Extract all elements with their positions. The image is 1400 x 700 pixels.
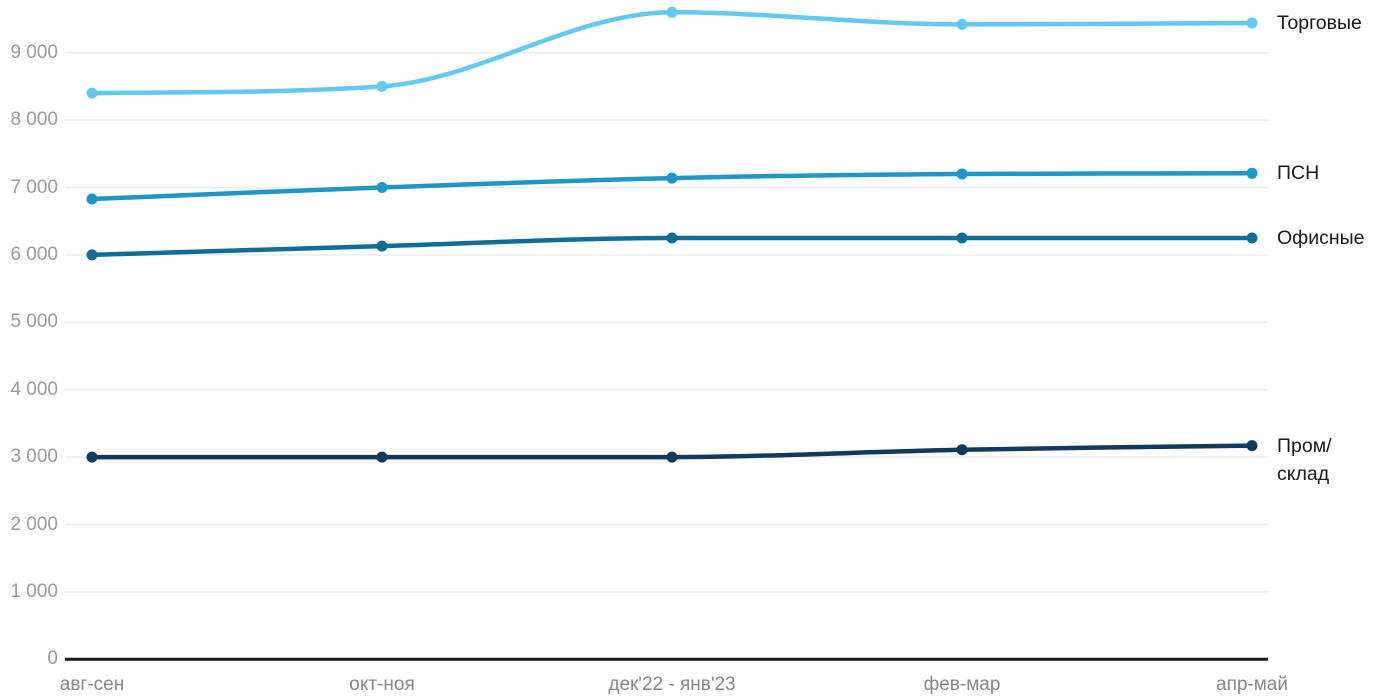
series-label-torgovye: Торговые <box>1277 12 1362 35</box>
y-tick-label: 2 000 <box>10 513 58 535</box>
data-point <box>376 80 388 92</box>
x-tick-label: окт-ноя <box>349 674 415 695</box>
y-tick-label: 9 000 <box>10 41 58 63</box>
y-tick-label: 7 000 <box>10 176 58 198</box>
data-point <box>1246 17 1258 29</box>
y-tick-label: 6 000 <box>10 243 58 265</box>
data-point <box>1246 167 1258 179</box>
y-tick-label: 1 000 <box>10 580 58 602</box>
data-point <box>376 182 388 193</box>
data-point <box>666 232 678 244</box>
y-tick-label: 0 <box>47 648 58 670</box>
data-point <box>376 451 388 463</box>
data-point <box>1246 232 1258 244</box>
data-point <box>1246 440 1258 452</box>
x-tick-label: фев-мар <box>923 674 1001 695</box>
x-tick-label: апр-май <box>1216 674 1288 695</box>
data-point <box>86 87 98 99</box>
data-point <box>666 451 678 463</box>
data-point <box>666 6 678 18</box>
y-tick-label: 3 000 <box>10 446 58 468</box>
x-tick-label: дек'22 - янв'23 <box>608 674 736 695</box>
y-tick-label: 8 000 <box>10 109 58 131</box>
data-point <box>666 172 678 184</box>
series-label-prom-sklad: Пром/склад <box>1277 434 1332 485</box>
data-point <box>86 451 98 463</box>
y-tick-label: 4 000 <box>10 378 58 400</box>
data-point <box>956 232 968 244</box>
data-point <box>956 168 968 180</box>
x-tick-label: авг-сен <box>59 674 125 695</box>
y-tick-label: 5 000 <box>10 311 58 333</box>
data-point <box>956 444 968 456</box>
data-point <box>956 18 968 30</box>
series-label-ofisnye: Офисные <box>1277 227 1365 250</box>
data-point <box>376 240 388 252</box>
data-point <box>86 249 98 261</box>
data-point <box>86 193 98 205</box>
series-label-psn: ПСН <box>1277 162 1320 185</box>
